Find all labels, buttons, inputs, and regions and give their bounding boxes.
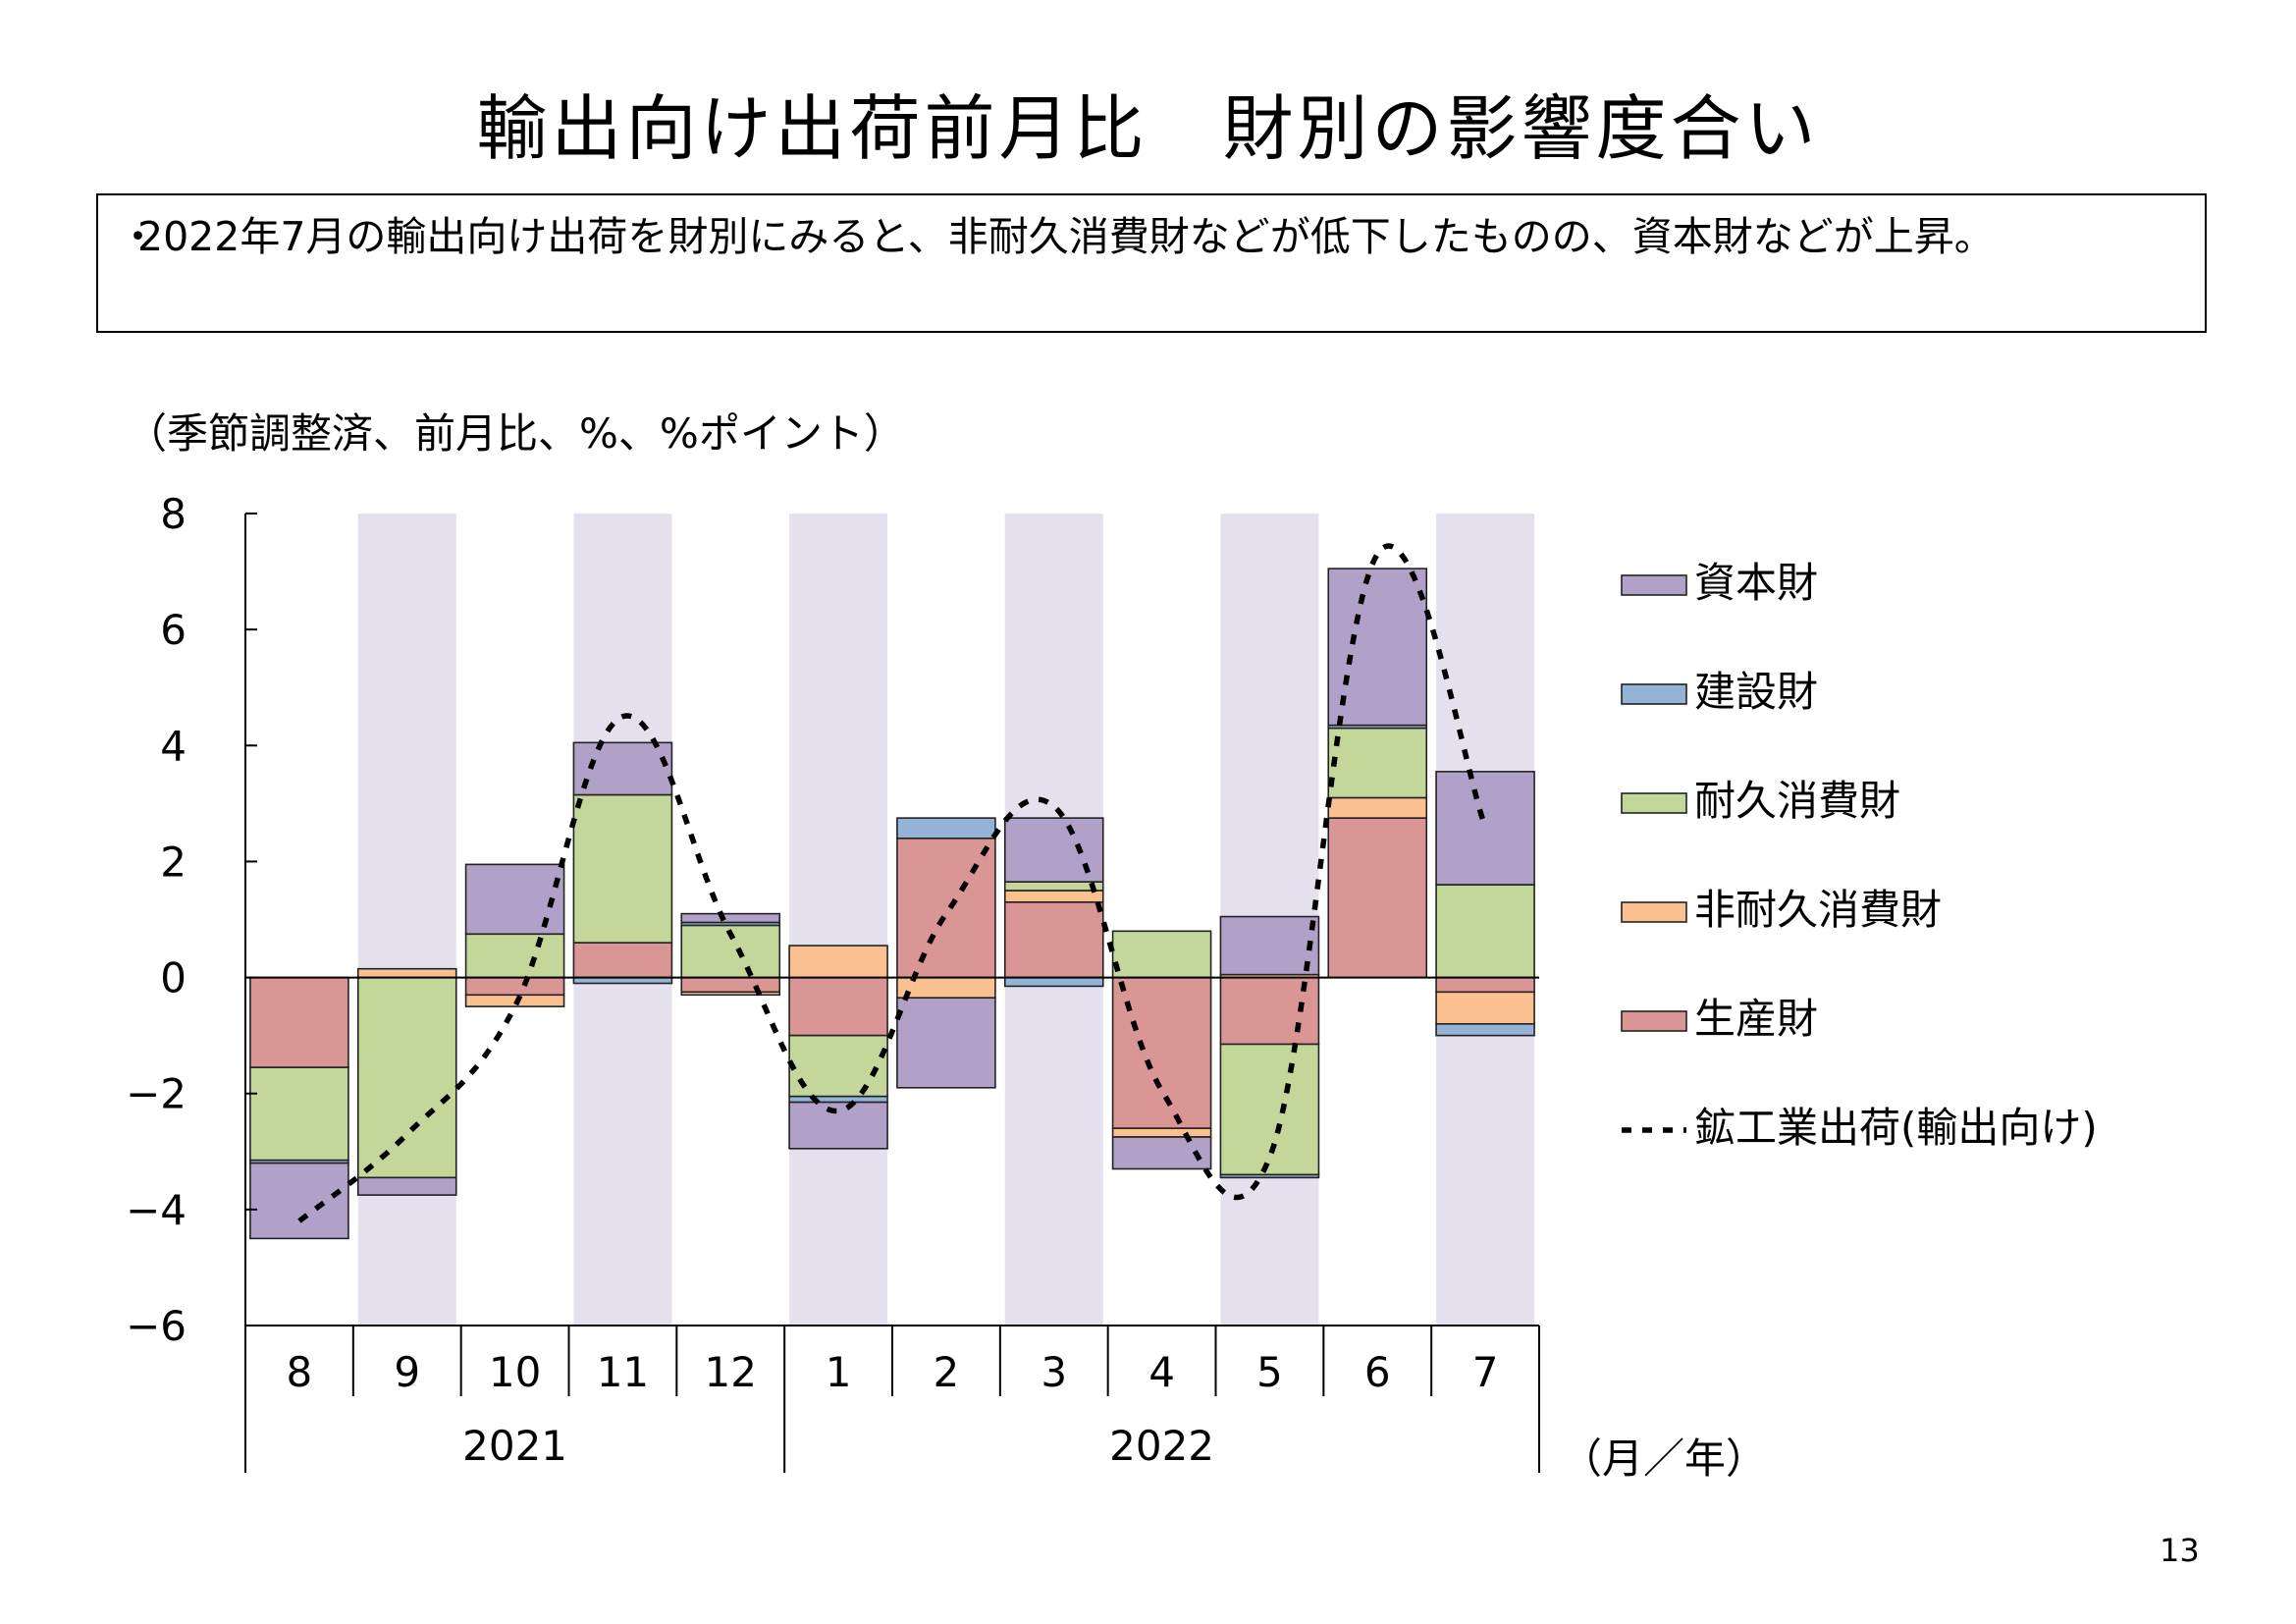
bar-segment-s1-c1 — [356, 967, 457, 979]
bar-segment-s3-c7 — [1003, 976, 1104, 988]
bar-segment-s4-c3 — [572, 741, 673, 796]
bar-segment-s4-c1 — [356, 1176, 457, 1196]
x-tick-label-7: 3 — [1041, 1348, 1067, 1396]
line-series-path — [297, 543, 1488, 1223]
y-tick-label-3: 2 — [160, 838, 187, 886]
unit-label: （季節調整済、前月比、%、%ポイント） — [126, 409, 905, 458]
bar-segment-s4-c6 — [896, 997, 996, 1089]
bar-segment-s0-c2 — [464, 976, 565, 997]
bar-segment-s3-c5 — [788, 1095, 888, 1104]
bars-layer — [249, 568, 1535, 1240]
x-tick-label-10: 6 — [1364, 1348, 1391, 1396]
x-tick-label-6: 2 — [934, 1348, 960, 1396]
bar-segment-s1-c11 — [1435, 991, 1535, 1025]
year-label-0: 2021 — [462, 1422, 567, 1470]
bar-segment-s1-c7 — [1003, 890, 1104, 903]
bar-segment-s1-c4 — [680, 991, 781, 997]
shade-band-5 — [789, 514, 888, 1326]
bar-segment-s1-c5 — [788, 945, 888, 979]
y-tick-label-6: −4 — [126, 1186, 187, 1234]
bar-segment-s0-c5 — [788, 976, 888, 1037]
x-tick-label-4: 12 — [705, 1348, 757, 1396]
legend-label-2: 耐久消費財 — [1694, 777, 1900, 825]
bar-segment-s2-c8 — [1111, 930, 1212, 979]
bar-segment-s0-c10 — [1327, 817, 1428, 979]
x-tick-label-1: 9 — [394, 1348, 420, 1396]
bar-segment-s2-c11 — [1435, 884, 1535, 979]
x-tick-label-8: 4 — [1148, 1348, 1175, 1396]
y-tick-label-7: −6 — [126, 1302, 187, 1350]
bar-segment-s2-c5 — [788, 1034, 888, 1098]
x-tick-label-11: 7 — [1472, 1348, 1499, 1396]
x-tick-label-0: 8 — [287, 1348, 313, 1396]
bar-segment-s2-c1 — [356, 976, 457, 1179]
x-tick-label-2: 10 — [489, 1348, 541, 1396]
legend-label-4: 生産財 — [1694, 995, 1818, 1043]
line-layer — [297, 543, 1488, 1223]
bar-segment-s0-c7 — [1003, 900, 1104, 979]
bar-segment-s4-c9 — [1219, 915, 1320, 976]
legend-swatch-1 — [1621, 683, 1687, 705]
summary-box: ・ 2022年7月の輸出向け出荷を財別にみると、非耐久消費財などが低下したものの… — [96, 193, 2207, 333]
bar-segment-s4-c4 — [680, 912, 781, 924]
bar-segment-s4-c5 — [788, 1101, 888, 1150]
y-tick-label-5: −2 — [126, 1070, 187, 1118]
x-unit-label: （月／年） — [1561, 1435, 1767, 1483]
y-tick-label-4: 0 — [160, 954, 187, 1002]
bar-segment-s3-c9 — [1219, 1173, 1320, 1179]
bar-segment-s4-c11 — [1435, 771, 1535, 886]
bullet-mark: ・ — [118, 213, 158, 260]
legend-label-3: 非耐久消費財 — [1694, 886, 1942, 934]
bar-segment-s2-c10 — [1327, 727, 1428, 799]
bar-segment-s1-c6 — [896, 976, 996, 1000]
legend-label-5: 鉱工業出荷(輸出向け) — [1694, 1104, 2098, 1152]
x-tick-label-5: 1 — [826, 1348, 852, 1396]
bar-segment-s0-c4 — [680, 976, 781, 994]
legend-label-1: 建設財 — [1694, 668, 1818, 716]
y-tick-label-1: 6 — [160, 606, 187, 654]
bar-segment-s3-c11 — [1435, 1023, 1535, 1037]
bar-segment-s1-c10 — [1327, 796, 1428, 819]
bar-segment-s2-c7 — [1003, 881, 1104, 892]
page-number: 13 — [2160, 1532, 2200, 1569]
bar-segment-s2-c0 — [249, 1066, 349, 1162]
legend-swatch-3 — [1621, 901, 1687, 923]
bar-segment-s0-c3 — [572, 942, 673, 979]
summary-text: 2022年7月の輸出向け出荷を財別にみると、非耐久消費財などが低下したものの、資… — [137, 213, 1995, 260]
year-label-1: 2022 — [1109, 1422, 1214, 1470]
bar-segment-s0-c11 — [1435, 976, 1535, 994]
legend-label-0: 資本財 — [1694, 559, 1818, 607]
page-title: 輸出向け出荷前月比 財別の影響度合い — [476, 87, 1820, 170]
bar-segment-s3-c6 — [896, 817, 996, 839]
bar-segment-s0-c0 — [249, 976, 349, 1068]
x-tick-label-3: 11 — [597, 1348, 649, 1396]
bar-segment-s0-c8 — [1111, 976, 1212, 1129]
legend-swatch-2 — [1621, 792, 1687, 814]
legend-swatch-4 — [1621, 1010, 1687, 1032]
bar-segment-s2-c9 — [1219, 1043, 1320, 1176]
y-tick-label-0: 8 — [160, 490, 187, 538]
legend-swatch-0 — [1621, 574, 1687, 596]
bar-segment-s1-c8 — [1111, 1127, 1212, 1138]
bar-segment-s0-c6 — [896, 837, 996, 979]
x-tick-label-9: 5 — [1256, 1348, 1283, 1396]
bar-segment-s4-c0 — [249, 1162, 349, 1240]
bar-segment-s2-c2 — [464, 933, 565, 979]
bar-segment-s2-c3 — [572, 793, 673, 944]
shade-band-1 — [357, 514, 456, 1326]
y-tick-label-2: 4 — [160, 722, 187, 770]
